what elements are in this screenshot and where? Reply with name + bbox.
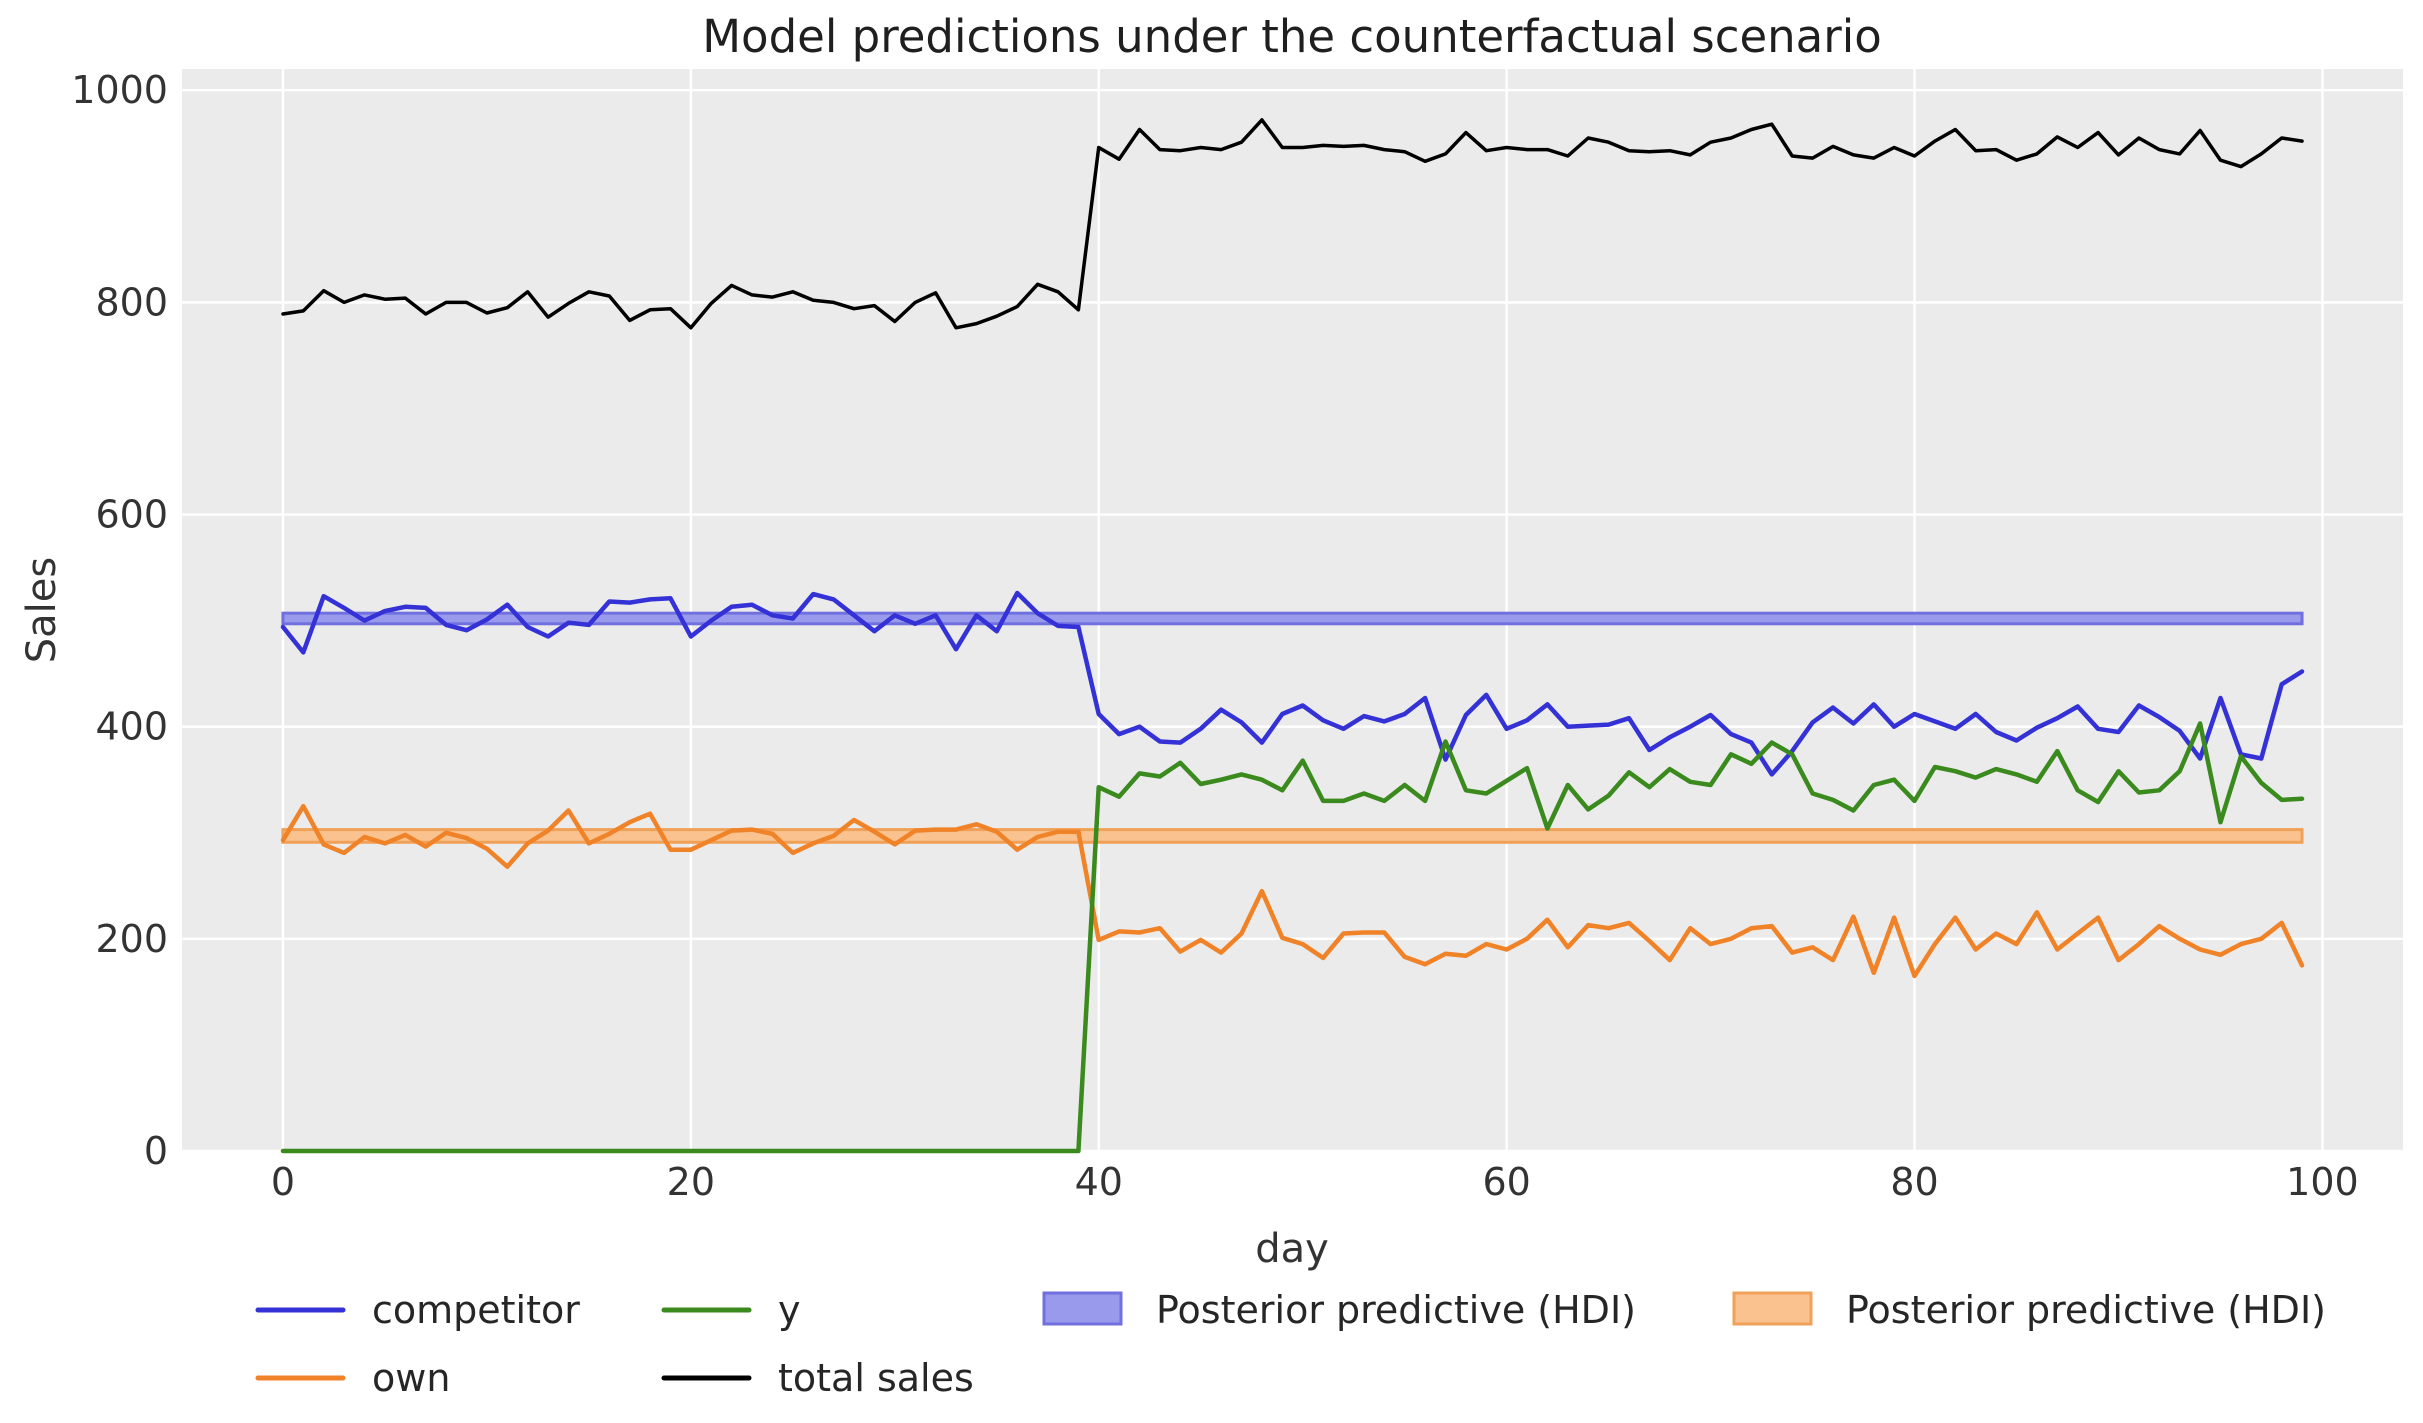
y-tick-label: 600 bbox=[95, 493, 168, 537]
plot-background bbox=[182, 69, 2403, 1151]
legend-label: total sales bbox=[778, 1356, 974, 1400]
y-tick-label: 1000 bbox=[71, 68, 168, 112]
grid-layer bbox=[182, 69, 2403, 1153]
series-line-total-sales bbox=[281, 118, 2304, 330]
y-tick-label: 400 bbox=[95, 705, 168, 749]
x-tick-label: 60 bbox=[1482, 1160, 1530, 1204]
x-tick-label: 100 bbox=[2286, 1160, 2359, 1204]
y-tick-label: 200 bbox=[95, 917, 168, 961]
x-tick-label: 80 bbox=[1890, 1160, 1938, 1204]
chart-title: Model predictions under the counterfactu… bbox=[702, 10, 1882, 63]
x-tick-label: 20 bbox=[667, 1160, 715, 1204]
plot-background-layer bbox=[182, 69, 2403, 1151]
hdi-band-layer bbox=[281, 611, 2304, 844]
series-line-y bbox=[280, 721, 2305, 1154]
y-tick-label: 0 bbox=[144, 1129, 168, 1173]
y-axis-label: Sales bbox=[19, 557, 65, 663]
legend-label: own bbox=[372, 1356, 450, 1400]
legend-label: y bbox=[778, 1288, 801, 1332]
series-line-own bbox=[280, 803, 2305, 979]
x-tick-label: 0 bbox=[271, 1160, 295, 1204]
legend-label: Posterior predictive (HDI) bbox=[1156, 1288, 1636, 1332]
y-tick-label: 800 bbox=[95, 280, 168, 324]
hdi-band bbox=[281, 611, 2304, 626]
legend-patch bbox=[1732, 1291, 1813, 1326]
legend: competitor own y total sales Posterior predi… bbox=[255, 1288, 2326, 1400]
series-line-competitor bbox=[280, 590, 2305, 777]
legend-patch bbox=[1042, 1291, 1123, 1326]
x-axis-label: day bbox=[1255, 1226, 1329, 1272]
x-tick-label: 40 bbox=[1075, 1160, 1123, 1204]
legend-label: Posterior predictive (HDI) bbox=[1846, 1288, 2326, 1332]
legend-label: competitor bbox=[372, 1288, 580, 1332]
series-layer bbox=[280, 118, 2305, 1154]
